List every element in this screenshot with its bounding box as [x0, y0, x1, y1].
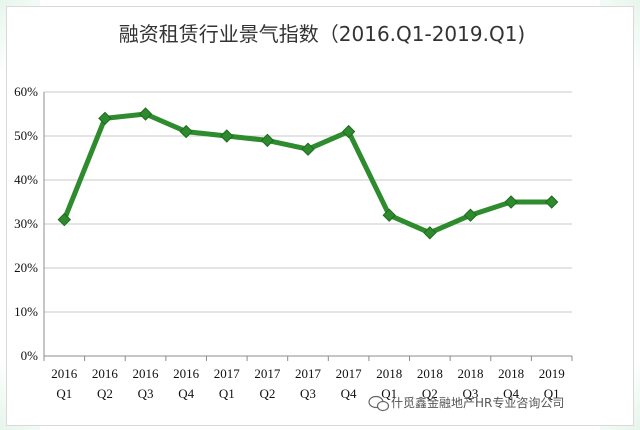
y-tick-label: 30%: [14, 216, 38, 231]
data-point-marker: [138, 107, 153, 121]
x-tick-label-year: 2017: [214, 366, 241, 381]
y-axis-ticks: 0% 10% 20% 30% 40% 50% 60%: [14, 84, 38, 363]
y-tick-label: 40%: [14, 172, 38, 187]
x-tick-label-quarter: Q3: [138, 386, 154, 401]
axes: [43, 92, 573, 361]
x-tick-label-quarter: Q2: [259, 386, 275, 401]
data-point-marker: [301, 142, 315, 156]
series-line-path: [61, 111, 555, 236]
chart-title: 融资租赁行业景气指数（2016.Q1-2019.Q1): [119, 22, 525, 46]
y-tick-label: 20%: [14, 260, 38, 275]
x-tick-label-year: 2016: [92, 366, 119, 381]
x-tick-label-year: 2018: [457, 366, 483, 381]
x-tick-label-quarter: Q2: [422, 386, 438, 401]
watermark: 什觅鑫金融地产HR专业咨询公司: [368, 395, 564, 412]
x-tick-label-year: 2018: [376, 366, 402, 381]
x-tick-label-year: 2016: [173, 366, 200, 381]
data-point-marker: [423, 226, 437, 240]
y-tick-label: 0%: [21, 348, 39, 363]
data-point-marker: [463, 208, 478, 222]
x-tick-label-quarter: Q3: [463, 386, 479, 401]
gridlines: [44, 91, 572, 313]
data-point-marker: [544, 195, 559, 209]
data-point-marker: [220, 129, 234, 143]
x-tick-label-year: 2018: [417, 366, 443, 381]
x-tick-label-quarter: Q3: [300, 386, 316, 401]
y-tick-label: 60%: [14, 84, 38, 99]
x-axis-ticks: 2016 Q1 2016 Q2 2016 Q3 2016 Q4 2017 Q1 2017 Q2 2017…: [51, 366, 564, 401]
x-tick-label-quarter: Q4: [178, 386, 194, 401]
x-tick-label-quarter: Q1: [219, 386, 235, 401]
x-tick-label-quarter: Q1: [56, 386, 72, 401]
y-tick-label: 50%: [14, 128, 38, 143]
x-tick-label-year: 2018: [498, 366, 524, 381]
data-point-marker: [260, 133, 275, 148]
data-point-marker: [504, 195, 518, 209]
series-markers: [57, 107, 559, 240]
data-point-marker: [382, 208, 396, 222]
x-tick-label-year: 2016: [51, 366, 78, 381]
data-point-marker: [179, 124, 193, 139]
x-tick-label-quarter: Q1: [381, 386, 397, 401]
x-tick-label-quarter: Q1: [544, 386, 560, 401]
wechat-icon: [368, 395, 390, 412]
series-line: [61, 111, 555, 236]
data-point-marker: [57, 212, 72, 227]
y-tick-label: 10%: [14, 304, 38, 319]
x-tick-label-quarter: Q4: [341, 386, 357, 401]
x-tick-label-year: 2016: [133, 366, 160, 381]
x-tick-label-year: 2019: [539, 366, 565, 381]
x-tick-label-year: 2017: [336, 366, 363, 381]
x-tick-label-year: 2017: [295, 366, 322, 381]
watermark-text: 什觅鑫金融地产HR专业咨询公司: [391, 395, 564, 410]
x-tick-label-quarter: Q4: [503, 386, 519, 401]
data-point-marker: [341, 124, 356, 139]
x-tick-label-quarter: Q2: [97, 386, 113, 401]
data-point-marker: [98, 111, 112, 126]
x-tick-label-year: 2017: [254, 366, 281, 381]
